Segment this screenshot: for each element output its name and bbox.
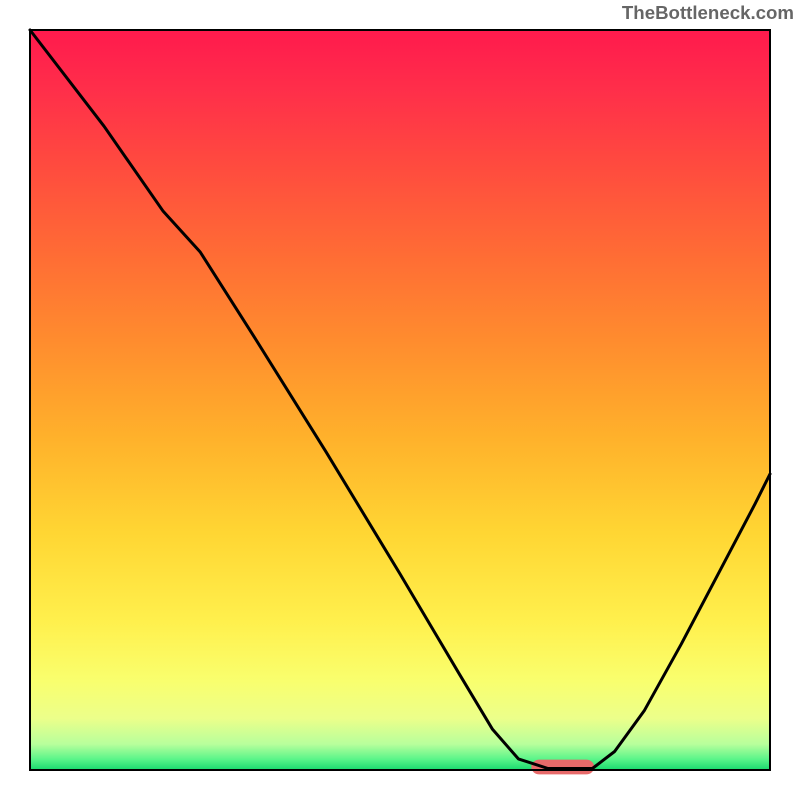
chart-container: TheBottleneck.com [0,0,800,800]
chart-svg [0,0,800,800]
plot-area [30,30,770,770]
watermark-text: TheBottleneck.com [622,2,794,24]
